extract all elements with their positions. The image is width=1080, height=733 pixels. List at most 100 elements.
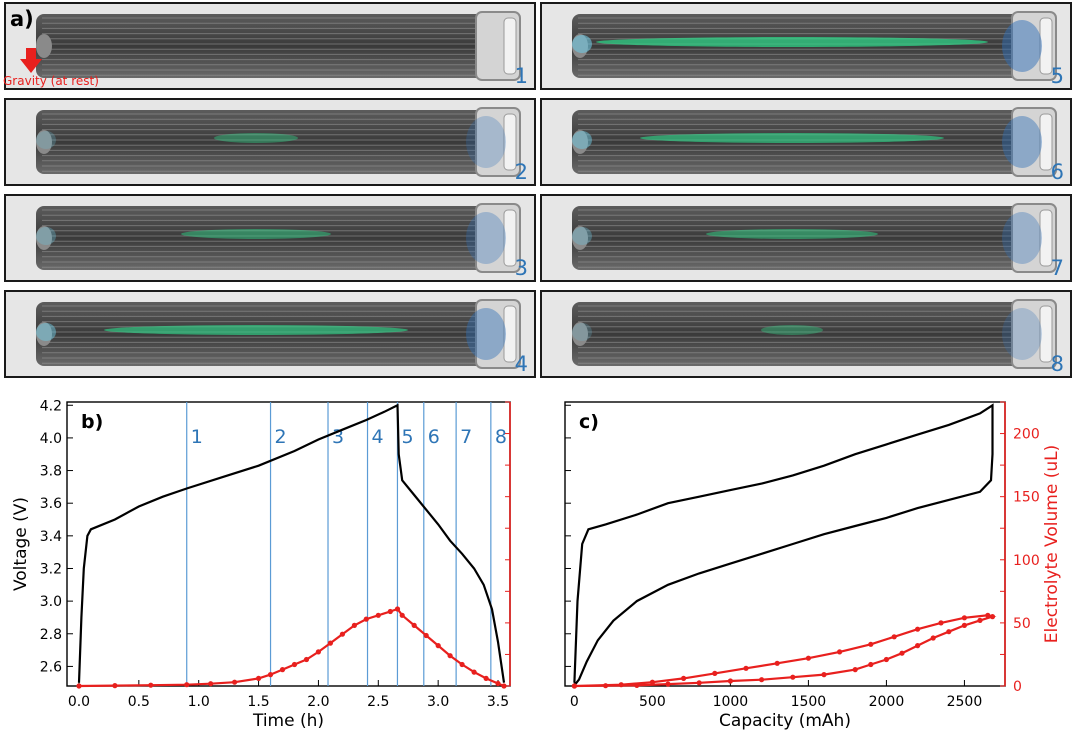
x-tick-label: 500: [639, 694, 666, 710]
marker-label: 7: [460, 426, 472, 448]
x-tick-label: 2.0: [307, 694, 329, 710]
electrolyte-region: [640, 133, 944, 143]
x-tick-label: 2.5: [367, 694, 389, 710]
frame-number: 6: [1050, 160, 1064, 184]
data-point: [977, 617, 983, 623]
data-point: [571, 683, 577, 689]
electrolyte-region: [214, 133, 298, 143]
right-tick-label: 150: [1013, 490, 1040, 506]
data-point: [279, 667, 286, 673]
data-point: [961, 622, 967, 628]
data-point: [411, 622, 417, 628]
data-point: [267, 672, 274, 678]
x-tick-label: 0.5: [128, 694, 150, 710]
data-point: [891, 634, 897, 640]
x-tick-label: 1.5: [247, 694, 269, 710]
data-point: [603, 683, 609, 689]
data-point: [459, 661, 465, 668]
marker-label: 1: [191, 426, 203, 448]
marker-label: 3: [332, 426, 344, 448]
x-tick-label: 3.0: [427, 694, 449, 710]
data-point: [208, 681, 214, 687]
data-point: [681, 675, 687, 681]
electrolyte-region: [104, 325, 408, 335]
data-point: [665, 681, 671, 687]
marker-label: 6: [428, 426, 440, 448]
y-tick-label: 3.2: [40, 561, 62, 577]
data-point: [805, 655, 811, 661]
xray-frame: 3: [4, 194, 536, 282]
frame-number: 5: [1050, 64, 1064, 88]
cell-image: [36, 107, 521, 177]
cell-body: [572, 302, 1032, 366]
right-axis-title: Electrolyte Volume (uL): [1042, 445, 1062, 643]
data-point: [852, 667, 858, 673]
data-point: [938, 620, 944, 626]
right-tick-label: 100: [1013, 553, 1040, 569]
cell-image: [572, 299, 1057, 369]
chart-b-voltage-vs-time: 1 2 3 4 5 6 7 8 0.0 0.5 1.0 1.5 2.0 2.5 3.0 3.5 2.6 2.8 3.…: [11, 398, 511, 731]
data-point: [759, 677, 765, 683]
cell-body: [36, 14, 496, 78]
data-point: [618, 682, 624, 688]
cell-image: [36, 203, 521, 273]
y-tick-label: 3.4: [40, 529, 62, 545]
data-point: [634, 682, 640, 688]
data-point: [696, 680, 702, 686]
gravity-label: Gravity (at rest): [3, 74, 99, 88]
right-tick-label: 0: [1013, 679, 1022, 695]
data-point: [394, 606, 401, 612]
data-point: [291, 661, 298, 668]
electrolyte-region: [596, 37, 988, 47]
plot-frame: [66, 401, 511, 687]
data-point: [495, 680, 501, 687]
data-point: [315, 649, 321, 655]
data-point: [790, 674, 796, 680]
data-point: [232, 679, 238, 685]
panel-a-label: a): [10, 7, 34, 31]
frame-number: 1: [514, 64, 528, 88]
data-point: [112, 683, 118, 689]
cell-image: [36, 11, 521, 81]
xray-frame: 7: [540, 194, 1072, 282]
x-axis-title: Time (h): [252, 711, 324, 731]
xray-frame: 5: [540, 2, 1072, 90]
data-point: [837, 649, 843, 655]
cell-image: [572, 203, 1057, 273]
frame-number: 4: [514, 352, 528, 376]
gravity-arrow-icon: [20, 48, 42, 73]
panel-label: c): [579, 411, 599, 433]
data-point: [303, 656, 310, 663]
data-point: [821, 672, 827, 678]
x-tick-label: 1000: [713, 694, 749, 710]
y-tick-label: 4.2: [40, 398, 62, 414]
xray-frame: 1: [4, 2, 536, 90]
data-point: [483, 675, 489, 681]
frame-number: 8: [1050, 352, 1064, 376]
right-tick-label: 50: [1013, 616, 1031, 632]
marker-label: 4: [372, 426, 384, 448]
electrolyte-region: [761, 325, 823, 335]
data-point: [375, 612, 381, 618]
data-point: [387, 608, 393, 615]
y-tick-label: 2.6: [40, 659, 62, 675]
right-tick-label: 200: [1013, 427, 1040, 443]
x-tick-label: 0.0: [68, 694, 90, 710]
cell-body: [36, 110, 496, 174]
y-tick-label: 3.6: [40, 496, 62, 512]
electrolyte-region: [181, 229, 331, 239]
cell-image: [572, 107, 1057, 177]
x-tick-label: 0: [570, 694, 579, 710]
x-axis-title: Capacity (mAh): [719, 711, 851, 731]
plot-frame: [564, 401, 1006, 687]
x-tick-label: 2500: [947, 694, 983, 710]
y-tick-label: 3.0: [40, 594, 62, 610]
data-point: [435, 643, 441, 649]
y-tick-label: 4.0: [40, 431, 62, 447]
xray-frame: 4: [4, 290, 536, 378]
voltage-line: [573, 403, 994, 686]
marker-label: 2: [275, 426, 287, 448]
data-point: [899, 650, 905, 656]
marker-label: 5: [401, 426, 413, 448]
cell-body: [36, 206, 496, 270]
